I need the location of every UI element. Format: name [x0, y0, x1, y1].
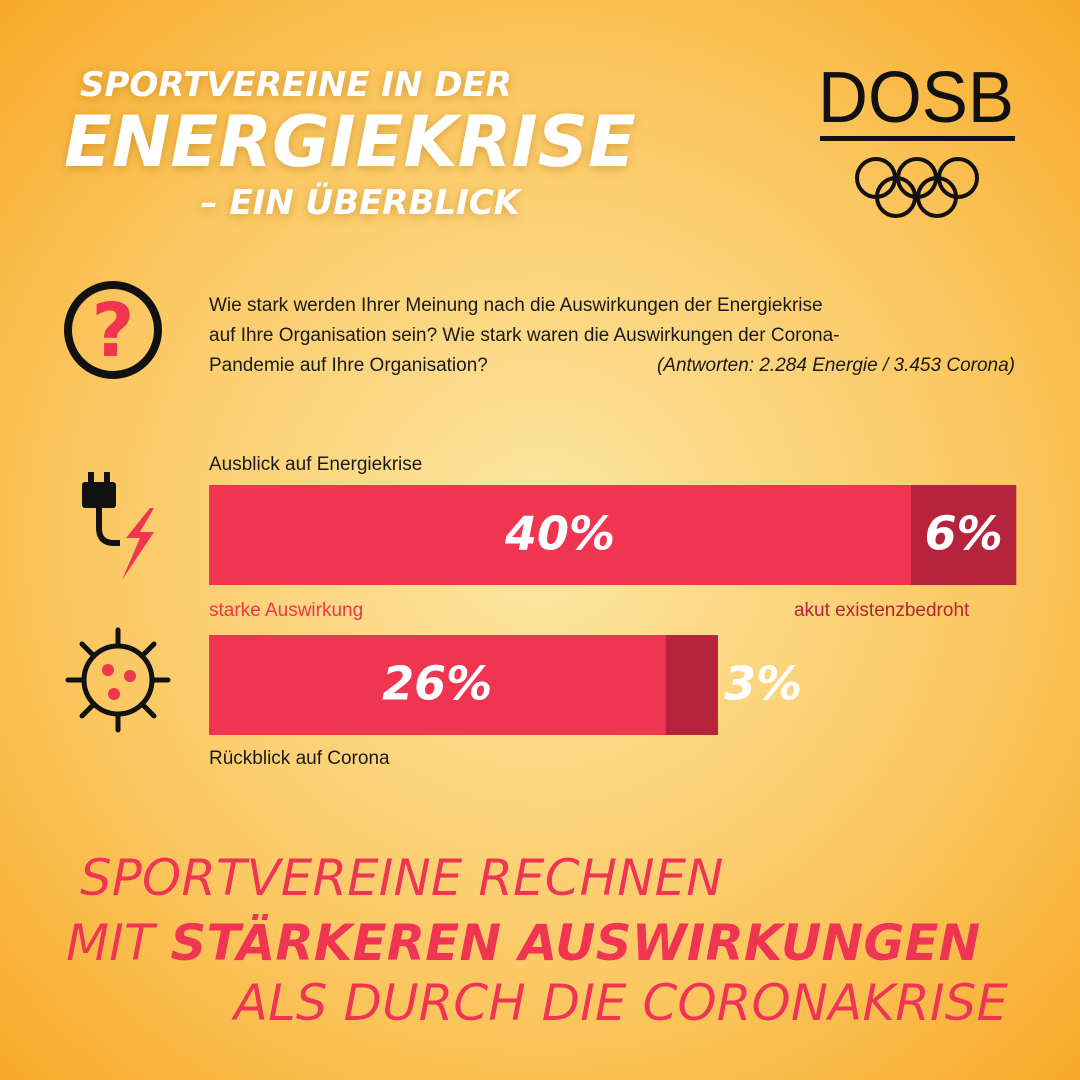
question-icon: ? [64, 281, 162, 379]
value-label: 26% [382, 657, 492, 711]
value-label: 6% [925, 507, 1003, 561]
title-line: SPORTVEREINE IN DER [80, 65, 512, 105]
title-line: ENERGIEKRISE [64, 101, 636, 183]
bar-segment [209, 635, 666, 735]
conclusion: SPORTVEREINE RECHNEN MIT STÄRKEREN AUSWI… [66, 849, 1008, 1032]
value-label: 40% [504, 507, 615, 561]
virus-icon [65, 627, 171, 733]
olympic-rings [855, 157, 979, 218]
logo-text: DOSB [818, 58, 1014, 138]
conclusion-line: MIT STÄRKEREN AUSWIRKUNGEN [66, 914, 980, 972]
response-note: (Antworten: 2.284 Energie / 3.453 Corona… [657, 355, 1015, 376]
question-text: Wie stark werden Ihrer Meinung nach die … [209, 295, 823, 316]
conclusion-line: ALS DURCH DIE CORONAKRISE [231, 974, 1009, 1032]
category-label: Ausblick auf Energiekrise [209, 454, 422, 475]
legend-label: akut existenzbedroht [794, 600, 970, 621]
legend-label: starke Auswirkung [209, 600, 363, 621]
bar-chart: Ausblick auf Energiekrise 40% 6% Rückblick … [209, 454, 1017, 769]
category-label: Rückblick auf Corona [209, 748, 390, 769]
svg-text:?: ? [92, 288, 135, 374]
question-text: Pandemie auf Ihre Organisation? [209, 355, 488, 376]
plug-icon [82, 472, 154, 580]
bar-segment [911, 485, 1017, 585]
logo: DOSB [818, 58, 1015, 218]
conclusion-part: MIT [66, 914, 158, 972]
value-label: 3% [724, 657, 802, 711]
logo-rule [820, 136, 1015, 141]
title-line: – EIN ÜBERBLICK [201, 182, 523, 223]
conclusion-emphasis: STÄRKEREN AUSWIRKUNGEN [170, 914, 980, 972]
question-text: auf Ihre Organisation sein? Wie stark wa… [209, 325, 840, 346]
conclusion-line: SPORTVEREINE RECHNEN [80, 849, 724, 907]
bar-segment [665, 635, 718, 735]
bar-segment [209, 485, 911, 585]
title: SPORTVEREINE IN DER ENERGIEKRISE – EIN Ü… [64, 65, 636, 223]
